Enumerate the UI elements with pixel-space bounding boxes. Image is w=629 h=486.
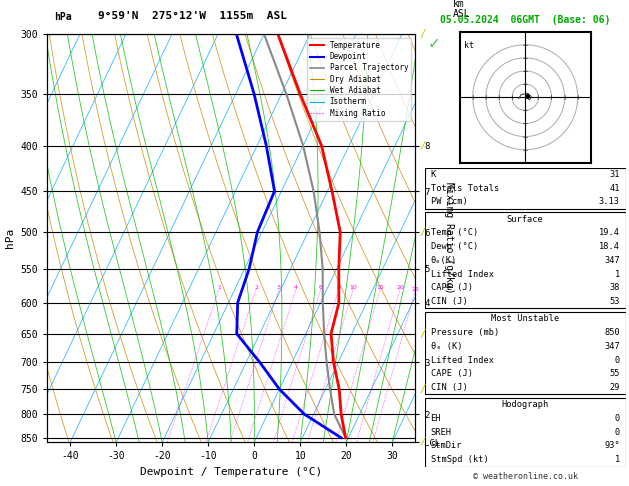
Text: Dewp (°C): Dewp (°C) bbox=[431, 242, 478, 251]
Text: Lifted Index: Lifted Index bbox=[431, 356, 494, 364]
Text: θₑ (K): θₑ (K) bbox=[431, 342, 462, 351]
Text: CIN (J): CIN (J) bbox=[431, 383, 467, 392]
Text: 05.05.2024  06GMT  (Base: 06): 05.05.2024 06GMT (Base: 06) bbox=[440, 15, 610, 25]
Text: Pressure (mb): Pressure (mb) bbox=[431, 328, 499, 337]
Text: CIN (J): CIN (J) bbox=[431, 297, 467, 306]
Text: Hodograph: Hodograph bbox=[501, 400, 549, 409]
Text: 3.13: 3.13 bbox=[599, 197, 620, 207]
Text: PW (cm): PW (cm) bbox=[431, 197, 467, 207]
Text: /: / bbox=[420, 29, 426, 39]
Text: /: / bbox=[420, 384, 426, 394]
Text: /: / bbox=[420, 227, 426, 237]
Text: 38: 38 bbox=[610, 283, 620, 293]
Text: 53: 53 bbox=[610, 297, 620, 306]
Text: 3: 3 bbox=[277, 285, 281, 290]
Text: /: / bbox=[420, 437, 426, 447]
Text: /: / bbox=[420, 140, 426, 151]
Text: 29: 29 bbox=[610, 383, 620, 392]
Text: 41: 41 bbox=[610, 184, 620, 193]
Text: ✓: ✓ bbox=[428, 36, 440, 52]
Text: 31: 31 bbox=[610, 170, 620, 179]
Text: 93°: 93° bbox=[604, 441, 620, 451]
X-axis label: Dewpoint / Temperature (°C): Dewpoint / Temperature (°C) bbox=[140, 467, 322, 477]
Text: 1: 1 bbox=[217, 285, 221, 290]
Text: 1: 1 bbox=[615, 270, 620, 278]
Text: 4: 4 bbox=[294, 285, 298, 290]
Text: 9°59'N  275°12'W  1155m  ASL: 9°59'N 275°12'W 1155m ASL bbox=[97, 11, 287, 21]
Text: StmDir: StmDir bbox=[431, 441, 462, 451]
Text: CAPE (J): CAPE (J) bbox=[431, 283, 472, 293]
Text: 0: 0 bbox=[615, 428, 620, 437]
Text: © weatheronline.co.uk: © weatheronline.co.uk bbox=[473, 472, 577, 481]
Text: 6: 6 bbox=[319, 285, 323, 290]
Text: 10: 10 bbox=[349, 285, 357, 290]
Text: Lifted Index: Lifted Index bbox=[431, 270, 494, 278]
Text: Most Unstable: Most Unstable bbox=[491, 314, 559, 323]
Text: 2: 2 bbox=[254, 285, 258, 290]
Text: 850: 850 bbox=[604, 328, 620, 337]
Text: kt: kt bbox=[464, 41, 474, 50]
Text: θₑ(K): θₑ(K) bbox=[431, 256, 457, 265]
Y-axis label: Mixing Ratio (g/kg): Mixing Ratio (g/kg) bbox=[444, 182, 454, 294]
Text: km
ASL: km ASL bbox=[453, 0, 470, 19]
Y-axis label: hPa: hPa bbox=[5, 228, 15, 248]
Text: Totals Totals: Totals Totals bbox=[431, 184, 499, 193]
Text: StmSpd (kt): StmSpd (kt) bbox=[431, 455, 488, 464]
Text: 0: 0 bbox=[615, 414, 620, 423]
Text: 0: 0 bbox=[615, 356, 620, 364]
Text: 347: 347 bbox=[604, 342, 620, 351]
Text: K: K bbox=[431, 170, 436, 179]
Text: 20: 20 bbox=[396, 285, 404, 290]
Text: hPa: hPa bbox=[55, 12, 72, 22]
Text: 347: 347 bbox=[604, 256, 620, 265]
Legend: Temperature, Dewpoint, Parcel Trajectory, Dry Adiabat, Wet Adiabat, Isotherm, Mi: Temperature, Dewpoint, Parcel Trajectory… bbox=[307, 38, 411, 121]
Text: Temp (°C): Temp (°C) bbox=[431, 228, 478, 238]
Text: 55: 55 bbox=[610, 369, 620, 378]
Text: SREH: SREH bbox=[431, 428, 452, 437]
Text: 25: 25 bbox=[411, 287, 419, 292]
Text: 19.4: 19.4 bbox=[599, 228, 620, 238]
Text: 8: 8 bbox=[337, 285, 341, 290]
Text: 15: 15 bbox=[376, 285, 384, 290]
Text: /: / bbox=[420, 329, 426, 339]
Text: EH: EH bbox=[431, 414, 441, 423]
Text: 18.4: 18.4 bbox=[599, 242, 620, 251]
Text: CAPE (J): CAPE (J) bbox=[431, 369, 472, 378]
Text: 1: 1 bbox=[615, 455, 620, 464]
Text: Surface: Surface bbox=[507, 215, 543, 224]
